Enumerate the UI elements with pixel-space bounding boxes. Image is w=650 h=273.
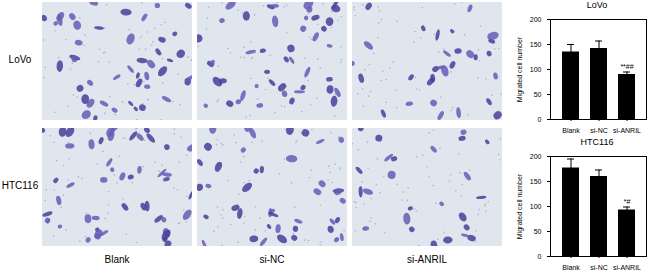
svg-text:150: 150 [530,178,542,185]
svg-text:Migrated cell number: Migrated cell number [516,173,524,239]
svg-text:100: 100 [530,203,542,210]
svg-text:50: 50 [534,91,542,98]
svg-text:Migrated cell number: Migrated cell number [516,36,524,102]
svg-text:200: 200 [530,153,542,160]
html-text:LoVo: LoVo [8,54,32,65]
svg-text:*#: *# [624,198,631,205]
html-text:si-ANRIL: si-ANRIL [407,254,447,265]
html-text:HTC116: HTC116 [1,180,39,191]
svg-text:si-ANRIL: si-ANRIL [613,264,641,271]
svg-text:50: 50 [534,228,542,235]
svg-text:si-NC: si-NC [590,264,608,271]
html-text:Blank: Blank [104,254,130,265]
svg-text:Blank: Blank [562,264,580,271]
svg-text:0: 0 [538,253,542,260]
html-text:HTC116: HTC116 [580,137,614,147]
svg-text:150: 150 [530,41,542,48]
svg-text:si-NC: si-NC [590,127,608,134]
svg-text:Blank: Blank [562,127,580,134]
html-text:LoVo: LoVo [586,0,608,10]
svg-text:100: 100 [530,66,542,73]
svg-text:si-ANRIL: si-ANRIL [613,127,641,134]
svg-text:0: 0 [538,116,542,123]
svg-text:200: 200 [530,16,542,23]
svg-text:**##: **## [620,63,633,70]
html-text:si-NC: si-NC [259,254,285,265]
